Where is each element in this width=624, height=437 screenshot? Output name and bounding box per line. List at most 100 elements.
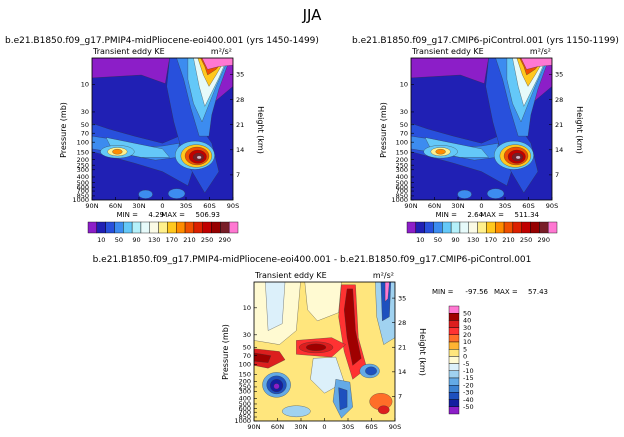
- y-right-tick-label: 14: [236, 146, 244, 154]
- y-tick-label: 200: [396, 156, 408, 164]
- axes: 90N 60N 30N 0 30S 60S 90S103050701001502002503…: [72, 71, 244, 210]
- colorbar-label: 210: [183, 236, 195, 244]
- contour-band-lowest: [411, 58, 489, 84]
- colorbar-swatch: [448, 313, 460, 321]
- x-tick-label: 60N: [428, 202, 441, 210]
- panel-difference: b.e21.B1850.f09_g17.PMIP4-midPliocene-eo…: [93, 255, 548, 431]
- colorbar-label: 170: [485, 236, 497, 244]
- y-tick-label: 30: [400, 108, 408, 116]
- contour-band-neg: [265, 282, 286, 331]
- contour-field: [411, 58, 552, 200]
- variable-label: Transient eddy KE: [411, 47, 484, 56]
- colorbar-label: 20: [463, 331, 471, 339]
- x-tick-label: 0: [479, 202, 483, 210]
- y-tick-label: 50: [81, 121, 89, 129]
- x-tick-label: 60S: [522, 202, 534, 210]
- contour-nh-jet: [112, 149, 123, 155]
- x-tick-label: 60S: [365, 423, 377, 431]
- y-tick-label: 10: [243, 304, 251, 312]
- contour-sh-neg: [365, 366, 377, 376]
- y-tick-label: 200: [77, 156, 89, 164]
- colorbar-swatch: [448, 305, 460, 314]
- units-label: m²/s²: [530, 47, 551, 56]
- y-axis-label: Pressure (mb): [379, 102, 388, 158]
- axes: 90N 60N 30N 0 30S 60S 90S103050701001502002503…: [391, 71, 563, 210]
- y-tick-label: 250: [239, 383, 251, 391]
- y-right-tick-label: 7: [236, 171, 240, 179]
- contour-nh-min: [273, 383, 280, 390]
- contour-nh-pos: [254, 352, 272, 363]
- y-tick-label: 600: [239, 405, 251, 413]
- colorbar-swatch: [448, 392, 460, 400]
- min-label: MIN =: [436, 211, 458, 219]
- colorbar-swatch: [448, 334, 460, 343]
- y-tick-label: 500: [396, 179, 408, 187]
- y-tick-label: 150: [239, 371, 251, 379]
- contour-band-max: [520, 58, 552, 70]
- y-tick-label: 400: [396, 173, 408, 181]
- colorbar-label: 290: [538, 236, 550, 244]
- min-label: MIN =: [432, 288, 454, 296]
- panel-title: b.e21.B1850.f09_g17.CMIP6-piControl.001 …: [352, 36, 619, 46]
- x-tick-label: 30S: [180, 202, 192, 210]
- variable-label: Transient eddy KE: [254, 271, 327, 280]
- colorbar-swatch: [448, 356, 460, 364]
- colorbar-swatch: [448, 363, 460, 372]
- y-tick-label: 70: [243, 352, 251, 360]
- x-tick-label: 30S: [499, 202, 511, 210]
- max-label: MAX =: [161, 211, 185, 219]
- colorbar-swatch: [228, 221, 239, 234]
- colorbar-swatch: [448, 327, 460, 336]
- colorbar-swatch: [406, 221, 417, 234]
- contour-field: [254, 282, 395, 421]
- colorbar-label: 40: [463, 317, 471, 325]
- colorbar-label: -20: [463, 381, 474, 389]
- contour-band-light: [304, 282, 342, 322]
- panel-title: b.e21.B1850.f09_g17.PMIP4-midPliocene-eo…: [93, 255, 532, 265]
- y-tick-label: 1000: [72, 196, 89, 204]
- min-value: 4.29: [148, 211, 164, 219]
- y-tick-label: 100: [239, 361, 251, 369]
- colorbar-label: 5: [463, 345, 467, 353]
- colorbar-swatch: [547, 221, 558, 234]
- colorbar-swatch: [448, 349, 460, 357]
- y-tick-label: 70: [81, 129, 89, 137]
- colorbar-swatch: [105, 221, 115, 234]
- y-tick-label: 600: [396, 183, 408, 191]
- colorbar-swatch: [167, 221, 177, 234]
- panel-picontrol: b.e21.B1850.f09_g17.CMIP6-piControl.001 …: [352, 36, 619, 219]
- y-tick-label: 600: [77, 183, 89, 191]
- colorbar-swatch: [424, 221, 434, 234]
- y-tick-label: 10: [81, 81, 89, 89]
- y-tick-label: 30: [81, 108, 89, 116]
- contour-sh-jet: [515, 155, 521, 160]
- x-tick-label: 30S: [342, 423, 354, 431]
- colorbar-label: 250: [520, 236, 532, 244]
- colorbar-label: 50: [463, 309, 471, 317]
- y-tick-label: 850: [396, 192, 408, 200]
- y-tick-label: 300: [77, 166, 89, 174]
- colorbar-swatch: [87, 221, 98, 234]
- colorbar-label: 130: [467, 236, 479, 244]
- y-axis-label: Pressure (mb): [221, 324, 230, 380]
- colorbar-label: 170: [166, 236, 178, 244]
- colorbar-swatch: [433, 221, 443, 234]
- contour-band-max: [201, 58, 233, 70]
- y-tick-label: 1000: [234, 417, 251, 425]
- contour-polar-pos: [384, 282, 390, 302]
- x-tick-label: 90S: [227, 202, 239, 210]
- x-tick-label: 90S: [389, 423, 401, 431]
- colorbar-swatch: [448, 370, 460, 379]
- colorbar-swatch: [149, 221, 159, 234]
- y-tick-label: 300: [239, 388, 251, 396]
- colorbar-swatch: [202, 221, 212, 234]
- y-tick-label: 850: [239, 413, 251, 421]
- colorbar-swatch: [211, 221, 221, 234]
- y-right-tick-label: 35: [555, 71, 563, 79]
- colorbar-swatch: [184, 221, 195, 234]
- contour-nh-surface: [138, 189, 153, 199]
- colorbar-swatch: [468, 221, 478, 234]
- x-tick-label: 90N: [247, 423, 260, 431]
- contour-band-pos: [344, 288, 362, 366]
